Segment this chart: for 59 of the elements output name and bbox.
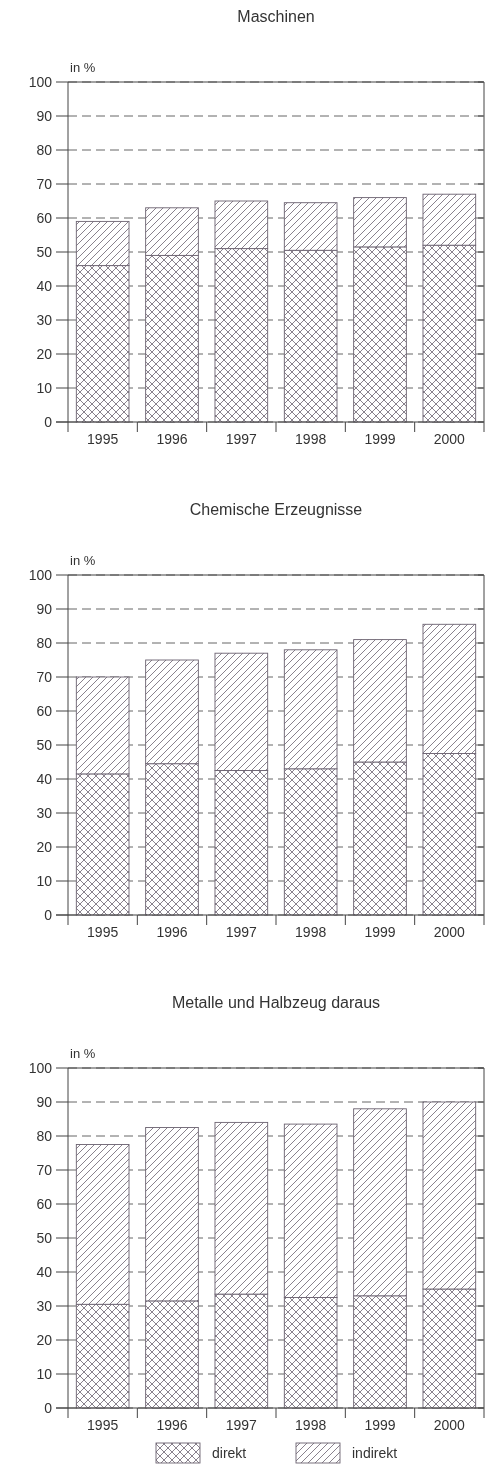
y-tick-label: 100 <box>28 566 53 583</box>
y-tick-label: 40 <box>36 1263 53 1280</box>
y-tick-label: 40 <box>36 770 53 787</box>
y-tick-label: 0 <box>44 906 53 923</box>
x-tick-label: 2000 <box>433 1417 466 1433</box>
y-axis-title: in % <box>70 60 96 75</box>
x-tick-label: 1996 <box>156 1417 188 1433</box>
y-axis-title: in % <box>70 1046 96 1061</box>
x-tick-label: 2000 <box>433 924 466 940</box>
x-tick-label: 1996 <box>156 431 188 447</box>
y-tick-label: 70 <box>36 1161 53 1178</box>
y-tick-label: 90 <box>36 1093 53 1110</box>
x-tick-label: 1999 <box>364 924 396 940</box>
y-tick-label: 10 <box>36 872 53 889</box>
y-tick-label: 10 <box>36 379 53 396</box>
y-tick-label: 10 <box>36 1365 53 1382</box>
x-tick-label: 1995 <box>87 431 119 447</box>
y-tick-label: 50 <box>36 243 53 260</box>
y-tick-label: 30 <box>36 1297 53 1314</box>
y-tick-label: 20 <box>36 345 53 362</box>
y-tick-label: 0 <box>44 413 53 430</box>
x-tick-label: 1995 <box>87 1417 119 1433</box>
legend-label: direkt <box>212 1444 247 1461</box>
y-tick-label: 20 <box>36 1331 53 1348</box>
y-tick-label: 50 <box>36 1229 53 1246</box>
y-tick-label: 80 <box>36 1127 53 1144</box>
x-tick-label: 1997 <box>225 431 258 447</box>
y-axis-title: in % <box>70 553 96 568</box>
y-tick-label: 60 <box>36 209 53 226</box>
y-tick-label: 100 <box>28 1059 53 1076</box>
chart-title: Chemische Erzeugnisse <box>189 501 363 518</box>
y-tick-label: 90 <box>36 107 53 124</box>
y-tick-label: 100 <box>28 73 53 90</box>
y-tick-label: 40 <box>36 277 53 294</box>
y-tick-label: 70 <box>36 668 53 685</box>
x-tick-label: 1999 <box>364 1417 396 1433</box>
y-tick-label: 30 <box>36 804 53 821</box>
x-tick-label: 1998 <box>295 431 327 447</box>
x-tick-label: 2000 <box>433 431 466 447</box>
x-tick-label: 1995 <box>87 924 119 940</box>
x-tick-label: 1997 <box>225 1417 258 1433</box>
y-tick-label: 70 <box>36 175 53 192</box>
x-tick-label: 1998 <box>295 1417 327 1433</box>
x-tick-label: 1996 <box>156 924 188 940</box>
y-tick-label: 60 <box>36 702 53 719</box>
legend-label: indirekt <box>352 1444 398 1461</box>
y-tick-label: 90 <box>36 600 53 617</box>
x-tick-label: 1997 <box>225 924 258 940</box>
y-tick-label: 80 <box>36 634 53 651</box>
x-tick-label: 1999 <box>364 431 396 447</box>
chart-title: Metalle und Halbzeug daraus <box>171 994 381 1011</box>
x-tick-label: 1998 <box>295 924 327 940</box>
y-tick-label: 80 <box>36 141 53 158</box>
y-tick-label: 20 <box>36 838 53 855</box>
y-tick-label: 30 <box>36 311 53 328</box>
y-tick-label: 60 <box>36 1195 53 1212</box>
chart-title: Maschinen <box>237 8 315 25</box>
y-tick-label: 0 <box>44 1399 53 1416</box>
y-tick-label: 50 <box>36 736 53 753</box>
